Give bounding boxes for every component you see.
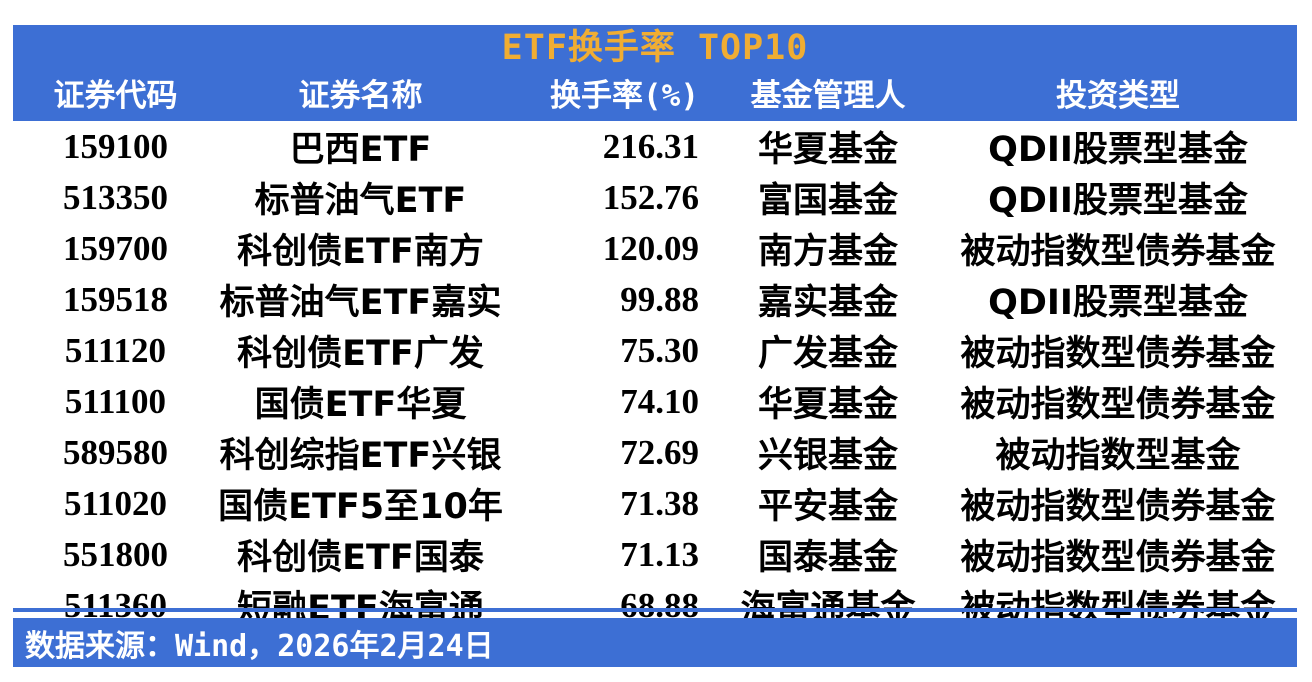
cell-name: 科创债ETF广发 xyxy=(237,334,484,374)
cell-name: 国债ETF5至10年 xyxy=(218,487,503,527)
table-row: 511100 国债ETF华夏 74.10 华夏基金 被动指数型债券基金 xyxy=(13,376,1297,427)
cell-name: 科创综指ETF兴银 xyxy=(219,436,502,476)
cell-manager: 华夏基金 xyxy=(757,130,898,170)
cell-code: 159518 xyxy=(63,279,168,319)
table-row: 159100 巴西ETF 216.31 华夏基金 QDII股票型基金 xyxy=(13,121,1297,172)
cell-code: 159100 xyxy=(63,126,168,166)
column-header-row: 证券代码 证券名称 换手率(%) 基金管理人 投资类型 xyxy=(13,74,1297,118)
cell-turnover: 72.69 xyxy=(620,432,699,472)
table-row: 159700 科创债ETF南方 120.09 南方基金 被动指数型债券基金 xyxy=(13,223,1297,274)
cell-type: QDII股票型基金 xyxy=(988,181,1248,221)
table-row: 511120 科创债ETF广发 75.30 广发基金 被动指数型债券基金 xyxy=(13,325,1297,376)
cell-type: QDII股票型基金 xyxy=(988,130,1248,170)
cell-manager: 国泰基金 xyxy=(757,538,898,578)
cell-turnover: 74.10 xyxy=(620,381,699,421)
cell-manager: 富国基金 xyxy=(757,181,898,221)
cell-type: 被动指数型基金 xyxy=(995,436,1241,476)
table-body: 159100 巴西ETF 216.31 华夏基金 QDII股票型基金 513350 标普油气… xyxy=(13,121,1297,630)
cell-type: 被动指数型债券基金 xyxy=(960,232,1276,272)
table-row: 511020 国债ETF5至10年 71.38 平安基金 被动指数型债券基金 xyxy=(13,478,1297,529)
cell-manager: 平安基金 xyxy=(757,487,898,527)
source-bar: 数据来源：Wind，2026年2月24日 xyxy=(13,618,1297,667)
column-header-turnover: 换手率(%) xyxy=(550,78,699,114)
column-header-name: 证券名称 xyxy=(298,78,423,114)
table-row: 589580 科创综指ETF兴银 72.69 兴银基金 被动指数型基金 xyxy=(13,427,1297,478)
table-row: 513350 标普油气ETF 152.76 富国基金 QDII股票型基金 xyxy=(13,172,1297,223)
cell-name: 科创债ETF国泰 xyxy=(237,538,484,578)
cell-manager: 华夏基金 xyxy=(757,385,898,425)
column-header-manager: 基金管理人 xyxy=(750,78,906,114)
cell-manager: 广发基金 xyxy=(757,334,898,374)
cell-turnover: 152.76 xyxy=(602,177,699,217)
cell-turnover: 120.09 xyxy=(602,228,699,268)
cell-type: 被动指数型债券基金 xyxy=(960,334,1276,374)
table-title: ETF换手率 TOP10 xyxy=(501,28,809,68)
table-bottom-border xyxy=(13,608,1297,612)
cell-manager: 嘉实基金 xyxy=(757,283,898,323)
cell-manager: 兴银基金 xyxy=(757,436,898,476)
source-text: 数据来源：Wind，2026年2月24日 xyxy=(25,628,494,664)
cell-type: 被动指数型债券基金 xyxy=(960,385,1276,425)
cell-code: 513350 xyxy=(63,177,168,217)
cell-turnover: 71.13 xyxy=(620,534,699,574)
cell-code: 159700 xyxy=(63,228,168,268)
column-header-type: 投资类型 xyxy=(1056,78,1180,114)
cell-code: 511020 xyxy=(63,483,168,523)
cell-code: 551800 xyxy=(63,534,168,574)
column-header-code: 证券代码 xyxy=(53,78,178,114)
table-row: 551800 科创债ETF国泰 71.13 国泰基金 被动指数型债券基金 xyxy=(13,529,1297,580)
cell-code: 511100 xyxy=(64,381,167,421)
table-header-panel: ETF换手率 TOP10 证券代码 证券名称 换手率(%) 基金管理人 投资类型 xyxy=(13,25,1297,121)
cell-code: 589580 xyxy=(63,432,168,472)
cell-name: 巴西ETF xyxy=(289,130,432,170)
cell-manager: 南方基金 xyxy=(757,232,898,272)
cell-code: 511120 xyxy=(64,330,167,370)
cell-turnover: 71.38 xyxy=(620,483,699,523)
cell-type: 被动指数型债券基金 xyxy=(960,538,1276,578)
cell-name: 科创债ETF南方 xyxy=(237,232,484,272)
cell-turnover: 99.88 xyxy=(620,279,699,319)
cell-turnover: 216.31 xyxy=(602,126,699,166)
cell-name: 国债ETF华夏 xyxy=(254,385,467,425)
cell-turnover: 75.30 xyxy=(620,330,699,370)
table-row: 159518 标普油气ETF嘉实 99.88 嘉实基金 QDII股票型基金 xyxy=(13,274,1297,325)
cell-name: 标普油气ETF嘉实 xyxy=(219,283,502,323)
cell-name: 标普油气ETF xyxy=(254,181,467,221)
cell-type: 被动指数型债券基金 xyxy=(960,487,1276,527)
cell-type: QDII股票型基金 xyxy=(988,283,1248,323)
